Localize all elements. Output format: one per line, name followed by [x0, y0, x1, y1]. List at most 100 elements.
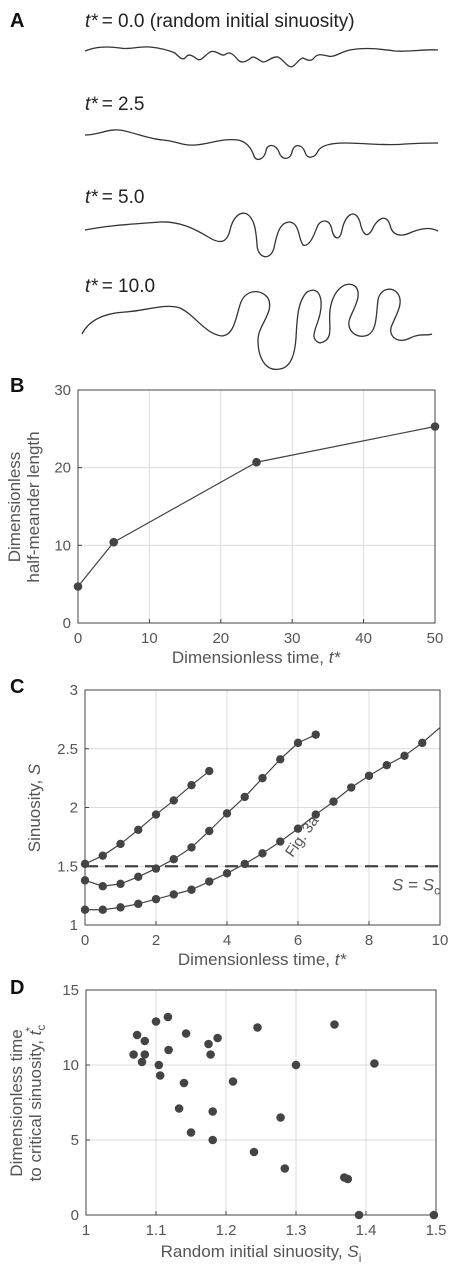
c-ytick-label: 1.5: [57, 858, 78, 875]
panel-d: D 1 1.1 1.2 1.3 1.4 1.5 0 5 10 15 Random initial s…: [7, 977, 446, 1265]
c-data-point: [151, 810, 161, 819]
c-ytick-label: 2: [70, 800, 78, 817]
d-data-point: [163, 1012, 173, 1022]
d-ylabel: Dimensionless timeto critical sinuosity,…: [7, 1025, 48, 1182]
c-ytick-label: 1: [70, 917, 78, 934]
b-xtick-label: 0: [74, 630, 82, 647]
c-data-point: [382, 761, 391, 770]
b-xtick-label: 40: [355, 630, 372, 647]
b-ytick-label: 30: [54, 382, 71, 399]
c-xlabel: Dimensionless time, t*: [178, 950, 348, 969]
b-ytick-label: 0: [63, 615, 71, 632]
b-ylabel: Dimensionlesshalf-meander length: [5, 431, 43, 582]
d-data-point: [429, 1210, 439, 1220]
c-xtick-label: 0: [81, 932, 89, 949]
c-data-point: [98, 905, 107, 914]
c-data-point: [364, 771, 374, 780]
d-data-point: [291, 1060, 301, 1070]
snapshot-label-3: t* = 10.0: [85, 276, 155, 297]
d-data-point: [249, 1147, 259, 1157]
d-data-point: [213, 1033, 222, 1043]
d-data-point: [276, 1113, 285, 1122]
b-data-point: [73, 582, 83, 591]
c-data-point: [169, 890, 178, 899]
b-data-point: [430, 422, 440, 431]
d-data-point: [137, 1057, 147, 1067]
c-data-point: [347, 783, 356, 792]
c-xtick-label: 10: [432, 932, 449, 949]
d-data-point: [174, 1104, 184, 1113]
c-xtick-label: 6: [294, 932, 302, 949]
d-ytick-label: 5: [71, 1132, 79, 1149]
d-data-point: [208, 1107, 217, 1116]
panel-a: A t* = 0.0 (random initial sinuosity) t* =…: [10, 10, 439, 370]
c-data-point: [134, 825, 143, 835]
c-data-point: [80, 905, 90, 914]
d-data-point: [354, 1210, 364, 1220]
c-data-point: [240, 859, 249, 869]
panel-letter-d: D: [10, 977, 24, 999]
d-data-point: [179, 1078, 189, 1088]
c-data-point: [293, 824, 303, 833]
chart-d: 1 1.1 1.2 1.3 1.4 1.5 0 5 10 15 Random initial sin…: [7, 982, 446, 1265]
c-data-point: [116, 839, 125, 849]
c-ytick-label: 3: [70, 682, 78, 699]
c-data-point: [187, 885, 196, 894]
c-data-point: [205, 826, 214, 836]
b-data-point: [109, 537, 118, 547]
b-xtick-label: 10: [141, 630, 158, 647]
d-xtick-label: 1.3: [286, 1222, 307, 1239]
d-ytick-label: 0: [71, 1207, 79, 1224]
d-xtick-label: 1.4: [356, 1222, 377, 1239]
c-data-point: [240, 792, 249, 802]
c-data-point: [205, 766, 214, 776]
c-data-point: [258, 773, 267, 783]
d-data-point: [155, 1071, 165, 1080]
d-data-point: [129, 1050, 138, 1059]
d-xtick-label: 1.1: [146, 1222, 167, 1239]
c-data-point: [187, 843, 196, 852]
b-xtick-label: 50: [427, 630, 444, 647]
d-data-point: [253, 1023, 262, 1032]
d-data-point: [204, 1039, 213, 1049]
c-data-point: [293, 738, 303, 748]
d-data-point: [330, 1020, 339, 1029]
c-ytick-label: 2.5: [57, 741, 78, 758]
d-xtick-label: 1.2: [216, 1222, 237, 1239]
panel-letter-c: C: [10, 676, 24, 698]
snapshot-label-0: t* = 0.0 (random initial sinuosity): [85, 11, 355, 32]
c-data-point: [169, 796, 178, 805]
river-planform-t2-5: [84, 129, 439, 161]
c-data-point: [276, 837, 285, 846]
d-xtick-label: 1.5: [426, 1222, 447, 1239]
d-ytick-label: 15: [62, 982, 79, 999]
snapshot-label-2: t* = 5.0: [85, 187, 144, 208]
d-ytick-label: 10: [62, 1057, 79, 1074]
c-data-point: [400, 751, 409, 760]
panel-letter-b: B: [10, 375, 24, 397]
c-ylabel: Sinuosity, S: [25, 763, 44, 852]
c-data-point: [151, 894, 161, 904]
b-data-point: [252, 457, 261, 467]
c-data-point: [222, 869, 232, 878]
d-data-point: [164, 1045, 173, 1055]
d-data-point: [370, 1059, 379, 1068]
d-data-point: [132, 1030, 142, 1040]
d-data-point: [228, 1077, 238, 1086]
c-data-point: [169, 855, 178, 864]
d-data-point: [140, 1050, 150, 1059]
c-critical-label: S = Sc: [392, 875, 440, 897]
c-data-point: [151, 864, 161, 873]
c-data-point: [80, 876, 90, 885]
c-data-point: [116, 903, 125, 912]
d-xtick-label: 1: [82, 1222, 90, 1239]
d-data-point: [206, 1050, 215, 1059]
c-xtick-label: 8: [365, 932, 373, 949]
b-series-line: [77, 425, 436, 587]
d-data-point: [186, 1128, 196, 1137]
river-planform-t0: [84, 46, 439, 68]
